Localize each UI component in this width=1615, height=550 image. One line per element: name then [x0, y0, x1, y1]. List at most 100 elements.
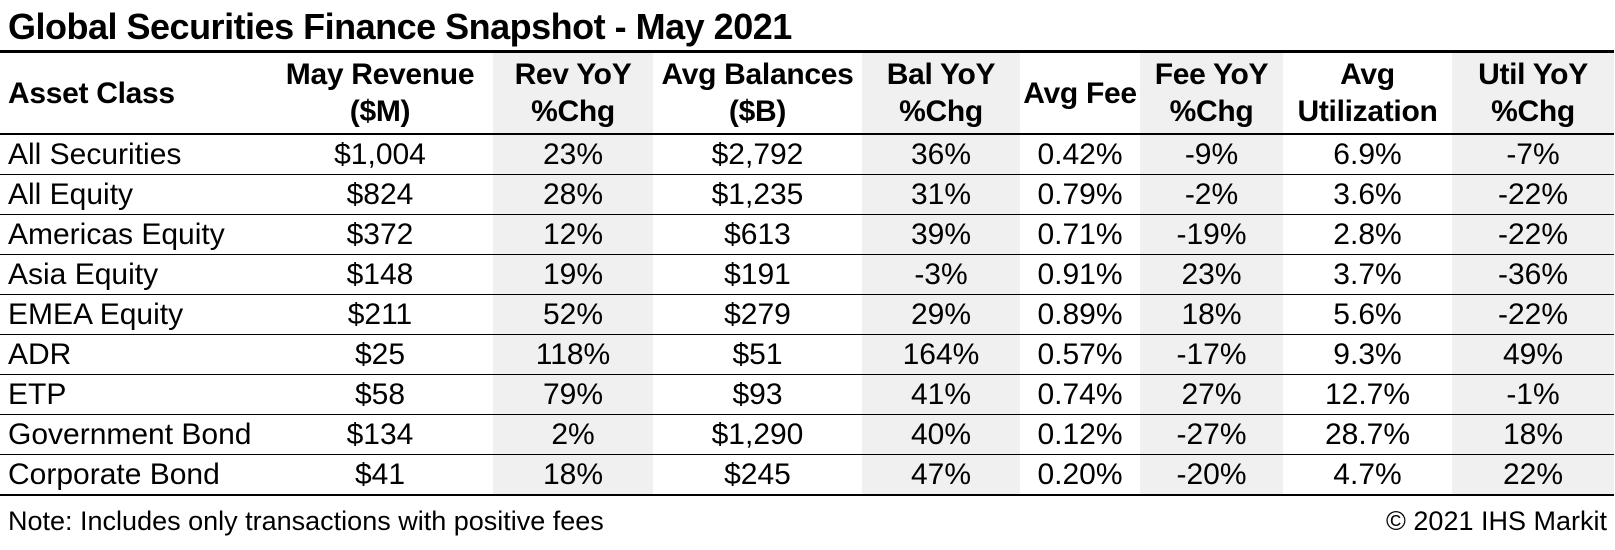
- column-header-line2: ($B): [728, 95, 787, 128]
- value-cell: 164%: [862, 334, 1020, 375]
- value-cell: 79%: [493, 374, 653, 415]
- value-cell: $1,290: [711, 417, 804, 451]
- value-cell: -2%: [1140, 174, 1283, 215]
- value-cell: -1%: [1452, 374, 1614, 415]
- value-cell: 18%: [1452, 414, 1614, 455]
- column-header-may-revenue-m: May Revenue ($M): [267, 52, 493, 135]
- value-cell: 39%: [862, 214, 1020, 255]
- value-cell: 0.79%: [1037, 177, 1123, 211]
- column-header-fee-yoy-chg: Fee YoY %Chg: [1140, 51, 1283, 134]
- asset-class-cell: Government Bond: [8, 417, 252, 451]
- asset-class-cell: Corporate Bond: [8, 457, 220, 491]
- value-cell: -22%: [1452, 214, 1614, 255]
- column-header-util-yoy-chg: Util YoY %Chg: [1452, 51, 1614, 134]
- value-cell: $1,004: [334, 137, 426, 171]
- value-cell: 118%: [493, 334, 653, 375]
- column-header-line2: %Chg: [531, 95, 615, 128]
- value-cell: $134: [346, 417, 414, 451]
- value-cell: 0.57%: [1037, 337, 1123, 371]
- value-cell: -19%: [1140, 214, 1283, 255]
- column-header-line2: Utilization: [1297, 95, 1438, 128]
- value-cell: $191: [724, 257, 791, 291]
- table-row-adr: ADR $25 118% $51 164% 0.57% -17% 9.3% 49%: [0, 334, 1614, 375]
- value-cell: -22%: [1452, 294, 1614, 335]
- value-cell: $279: [724, 297, 791, 331]
- column-header-asset-class: Asset Class: [8, 76, 175, 110]
- copyright: © 2021 IHS Markit: [1386, 506, 1607, 536]
- value-cell: $58: [354, 377, 406, 411]
- value-cell: -7%: [1452, 134, 1614, 175]
- asset-class-cell: Americas Equity: [8, 217, 225, 251]
- value-cell: -36%: [1452, 254, 1614, 295]
- column-header-line2: %Chg: [1491, 95, 1575, 128]
- value-cell: 12%: [493, 214, 653, 255]
- asset-class-cell: ETP: [8, 377, 67, 411]
- value-cell: 3.6%: [1333, 177, 1402, 211]
- value-cell: 36%: [862, 134, 1020, 175]
- table-row-all-securities: All Securities $1,004 23% $2,792 36% 0.42% -9%…: [0, 134, 1614, 175]
- value-cell: 12.7%: [1324, 377, 1411, 411]
- value-cell: 31%: [862, 174, 1020, 215]
- table-row-all-equity: All Equity $824 28% $1,235 31% 0.79% -2% 3.6% -2…: [0, 174, 1614, 215]
- value-cell: 0.89%: [1037, 297, 1123, 331]
- value-cell: 0.74%: [1037, 377, 1123, 411]
- value-cell: -22%: [1452, 174, 1614, 215]
- asset-class-cell: All Equity: [8, 177, 134, 211]
- value-cell: 18%: [1140, 294, 1283, 335]
- value-cell: 27%: [1140, 374, 1283, 415]
- value-cell: 0.71%: [1037, 217, 1123, 251]
- table-row-asia-equity: Asia Equity $148 19% $191 -3% 0.91% 23% 3.7% -36…: [0, 254, 1614, 295]
- value-cell: 2.8%: [1333, 217, 1402, 251]
- value-cell: 22%: [1452, 454, 1614, 495]
- value-cell: $51: [732, 337, 783, 371]
- footer-note: Note: Includes only transactions with po…: [8, 506, 604, 536]
- table-row-etp: ETP $58 79% $93 41% 0.74% 27% 12.7% -1%: [0, 374, 1614, 415]
- value-cell: 0.42%: [1037, 137, 1123, 171]
- value-cell: 5.6%: [1333, 297, 1402, 331]
- column-header-rev-yoy-chg: Rev YoY %Chg: [493, 51, 653, 134]
- securities-finance-table: Asset Class May Revenue ($M) Rev YoY %Chg Avg…: [0, 50, 1614, 496]
- value-cell: 0.91%: [1037, 257, 1123, 291]
- asset-class-cell: ADR: [8, 337, 72, 371]
- value-cell: $2,792: [711, 137, 804, 171]
- value-cell: $824: [346, 177, 414, 211]
- value-cell: 28%: [493, 174, 653, 215]
- column-header-bal-yoy-chg: Bal YoY %Chg: [862, 51, 1020, 134]
- table-row-americas-equity: Americas Equity $372 12% $613 39% 0.71% -19% 2.…: [0, 214, 1614, 255]
- column-header-line2: ($M): [349, 95, 411, 128]
- value-cell: $245: [724, 457, 791, 491]
- value-cell: -3%: [862, 254, 1020, 295]
- value-cell: $613: [724, 217, 791, 251]
- value-cell: 0.20%: [1037, 457, 1123, 491]
- table-row-emea-equity: EMEA Equity $211 52% $279 29% 0.89% 18% 5.6% -22…: [0, 294, 1614, 335]
- column-header-avg-utilization: Avg Utilization: [1283, 52, 1452, 135]
- value-cell: 29%: [862, 294, 1020, 335]
- page-title: Global Securities Finance Snapshot - May…: [8, 6, 792, 47]
- value-cell: 49%: [1452, 334, 1614, 375]
- value-cell: 28.7%: [1324, 417, 1411, 451]
- value-cell: -17%: [1140, 334, 1283, 375]
- value-cell: -27%: [1140, 414, 1283, 455]
- value-cell: 47%: [862, 454, 1020, 495]
- value-cell: 2%: [493, 414, 653, 455]
- value-cell: 52%: [493, 294, 653, 335]
- value-cell: $93: [732, 377, 783, 411]
- value-cell: $25: [354, 337, 406, 371]
- header-row: Asset Class May Revenue ($M) Rev YoY %Chg Avg…: [0, 51, 1614, 135]
- value-cell: $211: [347, 297, 413, 331]
- table-body: All Securities $1,004 23% $2,792 36% 0.42% -9%…: [0, 134, 1614, 495]
- value-cell: 19%: [493, 254, 653, 295]
- column-header-avg-balances-b: Avg Balances ($B): [653, 52, 862, 135]
- asset-class-cell: EMEA Equity: [8, 297, 184, 331]
- value-cell: -20%: [1140, 454, 1283, 495]
- value-cell: 4.7%: [1333, 457, 1402, 491]
- value-cell: $372: [346, 217, 414, 251]
- value-cell: $1,235: [711, 177, 804, 211]
- value-cell: 9.3%: [1333, 337, 1402, 371]
- table-row-government-bond: Government Bond $134 2% $1,290 40% 0.12% -27% 2…: [0, 414, 1614, 455]
- column-header-line2: %Chg: [1169, 95, 1254, 128]
- value-cell: 0.12%: [1037, 417, 1123, 451]
- table-footer: Note: Includes only transactions with po…: [0, 496, 1615, 537]
- value-cell: 3.7%: [1333, 257, 1402, 291]
